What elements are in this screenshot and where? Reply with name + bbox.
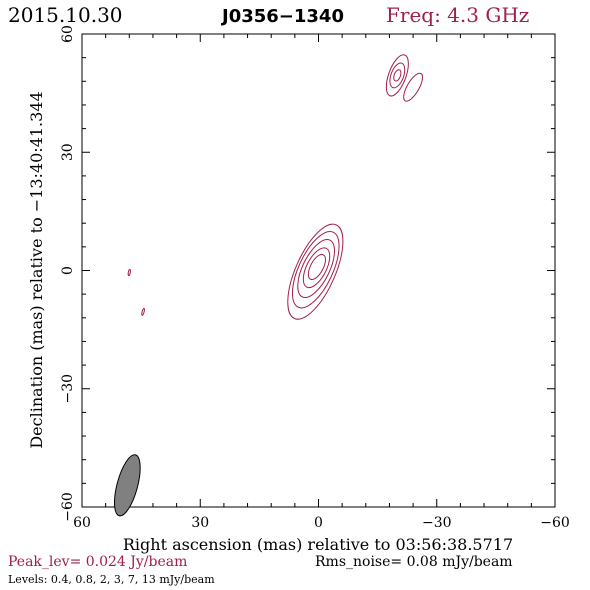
plot-frame [81, 33, 556, 508]
contour-levels: Levels: 0.4, 0.8, 2, 3, 7, 13 mJy/beam [8, 573, 215, 586]
x-tick-label: 30 [191, 515, 209, 531]
peak-level: Peak_lev= 0.024 Jy/beam [8, 554, 187, 570]
contour-core [297, 239, 335, 298]
x-tick-labels: 60 30 0 −30 −60 [73, 515, 570, 531]
x-tick-label: 0 [314, 515, 323, 531]
beam-ellipse [113, 454, 141, 517]
beam-ellipse-layer [113, 454, 141, 517]
contour-north-knot [389, 62, 406, 89]
contour-core [307, 253, 326, 280]
y-tick-label: 0 [60, 266, 76, 275]
contour-speck-1 [127, 268, 131, 277]
y-tick-label: 60 [60, 25, 76, 43]
x-tick-label: −60 [540, 515, 570, 531]
y-tick-labels: −60 −30 0 30 60 [60, 25, 76, 522]
contour-core [287, 223, 344, 320]
contour-north-knot-2 [403, 72, 424, 102]
observation-date: 2015.10.30 [8, 3, 123, 27]
contour-north-knot [385, 54, 409, 97]
y-tick-label: 30 [60, 143, 76, 161]
contour-north-knot [393, 69, 402, 82]
x-tick-label: 60 [73, 515, 91, 531]
contour-core [291, 231, 340, 309]
y-tick-label: −30 [60, 374, 76, 404]
rms-noise: Rms_noise= 0.08 mJy/beam [315, 554, 513, 570]
source-name: J0356−1340 [220, 6, 344, 27]
contour-core [302, 247, 331, 289]
y-axis-label: Declination (mas) relative to −13:40:41.… [27, 91, 46, 448]
y-tick-label: −60 [60, 492, 76, 522]
contour-layer [127, 54, 424, 320]
tick-marks [81, 33, 556, 508]
frequency: Freq: 4.3 GHz [386, 3, 529, 27]
x-axis-label: Right ascension (mas) relative to 03:56:… [123, 535, 513, 554]
x-tick-label: −30 [422, 515, 452, 531]
contour-speck-2 [141, 307, 145, 316]
